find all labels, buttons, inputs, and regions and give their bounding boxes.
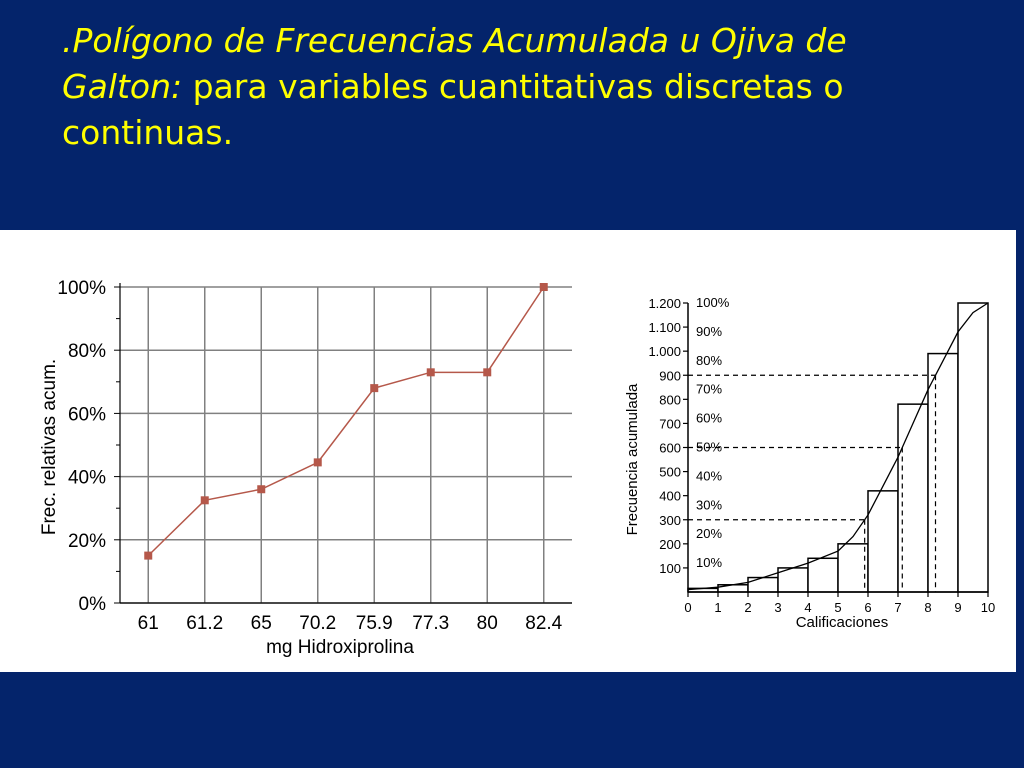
y-tick-label: 500	[659, 465, 681, 480]
y-tick-label: 20%	[68, 531, 106, 552]
y-axis-title: Frecuencia acumulada	[624, 383, 641, 535]
percent-tick-label: 10%	[696, 555, 722, 570]
ogive-data-point	[539, 283, 548, 291]
x-tick-label: 82.4	[525, 613, 562, 634]
percent-tick-label: 60%	[696, 411, 722, 426]
percent-tick-label: 40%	[696, 468, 722, 483]
y-tick-label: 60%	[68, 404, 106, 425]
ogive-data-point	[313, 458, 322, 467]
cumulative-curve	[687, 302, 989, 591]
y-tick-label: 40%	[68, 468, 106, 489]
ogive-line-chart: 0% 20% 40% 60% 80% 100% 61 61.2 65 70.2 75.9 77.3 80…	[39, 278, 572, 658]
ogive-data-point	[370, 384, 379, 393]
percent-tick-label: 30%	[696, 497, 722, 512]
y-tick-label: 900	[659, 368, 681, 383]
histogram-bar	[957, 302, 989, 593]
histogram-bar	[807, 557, 839, 593]
y-tick-label: 200	[659, 537, 681, 552]
x-tick-label: 80	[477, 613, 498, 634]
y-axis-title: Frec. relativas acum.	[39, 359, 60, 535]
y-tick-label: 80%	[68, 341, 106, 362]
y-tick-label: 700	[659, 416, 681, 431]
x-tick-label: 61.2	[186, 613, 223, 634]
title-rest-line-2: para variables cuantitativas discretas o	[182, 67, 844, 106]
y-tick-label: 300	[659, 513, 681, 528]
ogive-data-point	[426, 368, 435, 377]
y-tick-label: 1.100	[648, 320, 681, 335]
slide-title: .Polígono de Frecuencias Acumulada u Oji…	[62, 18, 962, 156]
ogive-data-point	[144, 551, 153, 560]
title-italic-line-1: .Polígono de Frecuencias Acumulada u Oji…	[62, 21, 847, 60]
histogram-bar	[747, 576, 779, 593]
cumulative-histogram-chart: 1002003004005006007008009001.0001.1001.2…	[624, 295, 995, 631]
x-tick-label: 0	[684, 600, 691, 615]
x-tick-label: 9	[954, 600, 961, 615]
histogram-bar	[837, 543, 869, 593]
chart-panel: 0% 20% 40% 60% 80% 100% 61 61.2 65 70.2 75.9 77.3 80…	[0, 230, 1016, 672]
title-line-3: continuas.	[62, 113, 234, 152]
x-tick-label: 2	[744, 600, 751, 615]
x-tick-label: 77.3	[412, 613, 449, 634]
percent-tick-label: 50%	[696, 440, 722, 455]
x-tick-label: 75.9	[356, 613, 393, 634]
x-tick-label: 3	[774, 600, 781, 615]
y-tick-label: 1.000	[648, 344, 681, 359]
y-tick-label: 100%	[57, 278, 106, 299]
x-tick-label: 10	[981, 600, 995, 615]
percent-tick-label: 100%	[696, 295, 730, 310]
ogive-data-point	[483, 368, 492, 377]
ogive-data-point	[257, 485, 266, 494]
histogram-bar	[867, 490, 899, 593]
percent-tick-label: 70%	[696, 382, 722, 397]
x-tick-label: 61	[138, 613, 159, 634]
x-tick-label: 6	[864, 600, 871, 615]
histogram-bar	[897, 403, 929, 593]
x-tick-label: 4	[804, 600, 811, 615]
percent-tick-label: 90%	[696, 324, 722, 339]
ogive-series-line	[147, 286, 545, 557]
y-tick-label: 0%	[79, 594, 107, 615]
histogram-bar	[927, 352, 959, 593]
y-tick-label: 1.200	[648, 296, 681, 311]
y-tick-label: 100	[659, 561, 681, 576]
percent-tick-label: 20%	[696, 526, 722, 541]
y-tick-label: 600	[659, 441, 681, 456]
x-axis-title: mg Hidroxiprolina	[266, 637, 414, 658]
y-tick-label: 400	[659, 489, 681, 504]
x-tick-label: 1	[714, 600, 721, 615]
percent-tick-label: 80%	[696, 353, 722, 368]
x-tick-label: 65	[251, 613, 272, 634]
x-axis-title: Calificaciones	[796, 614, 889, 631]
title-italic-line-2: Galton:	[62, 67, 183, 106]
x-tick-label: 7	[894, 600, 901, 615]
y-tick-label: 800	[659, 392, 681, 407]
x-tick-label: 8	[924, 600, 931, 615]
ogive-data-point	[200, 496, 209, 505]
x-tick-label: 5	[834, 600, 841, 615]
x-tick-label: 70.2	[299, 613, 336, 634]
